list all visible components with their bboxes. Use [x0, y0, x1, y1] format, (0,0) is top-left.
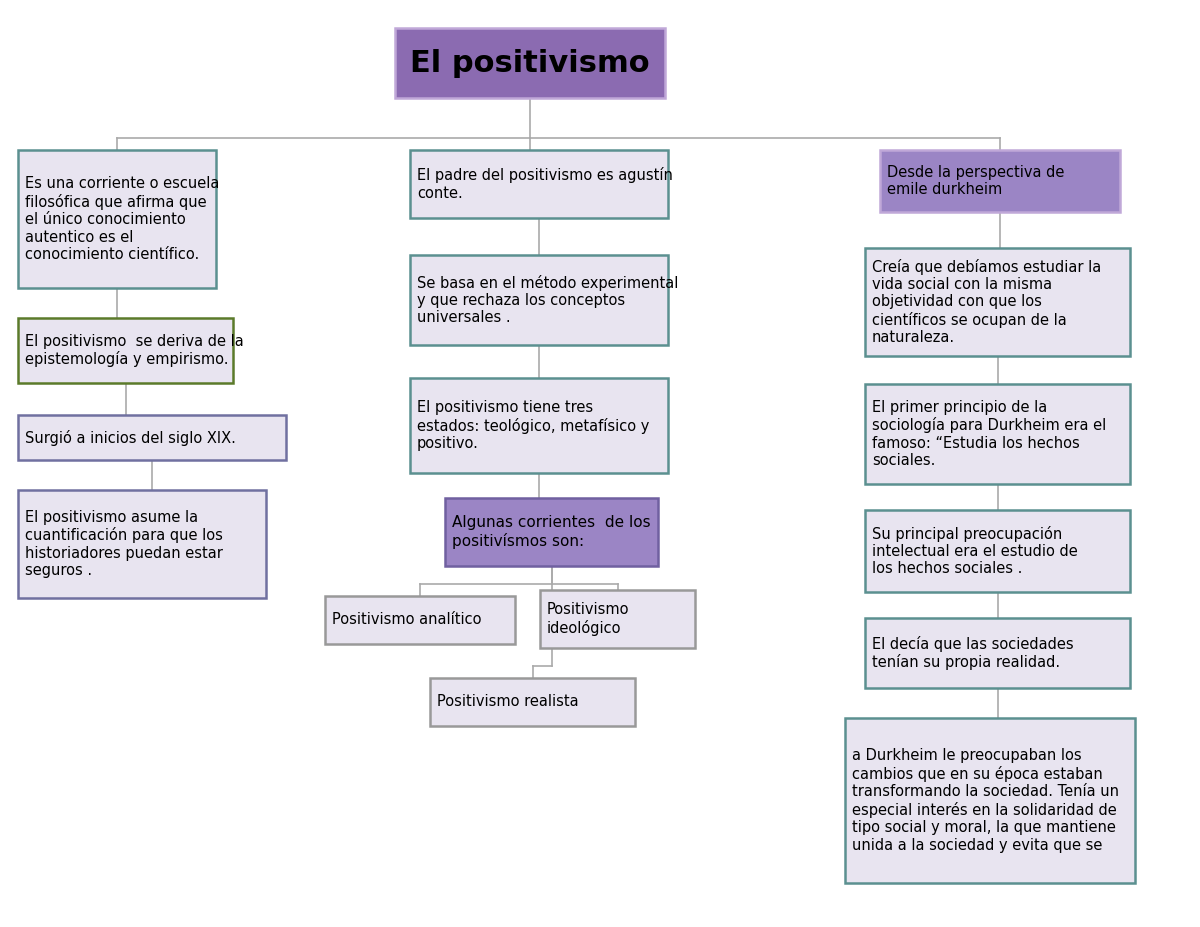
FancyBboxPatch shape — [18, 490, 266, 598]
Text: Creía que debíamos estudiar la
vida social con la misma
objetividad con que los
: Creía que debíamos estudiar la vida soci… — [872, 259, 1102, 346]
FancyBboxPatch shape — [325, 596, 515, 644]
Text: El positivismo  se deriva de la
epistemología y empirismo.: El positivismo se deriva de la epistemol… — [25, 334, 244, 367]
FancyBboxPatch shape — [410, 150, 668, 218]
Text: Algunas corrientes  de los
positivísmos son:: Algunas corrientes de los positivísmos s… — [452, 515, 650, 549]
FancyBboxPatch shape — [865, 248, 1130, 356]
Text: El positivismo asume la
cuantificación para que los
historiadores puedan estar
s: El positivismo asume la cuantificación p… — [25, 510, 223, 578]
FancyBboxPatch shape — [18, 318, 233, 383]
Text: Es una corriente o escuela
filosófica que afirma que
el único conocimiento
auten: Es una corriente o escuela filosófica qu… — [25, 176, 220, 262]
FancyBboxPatch shape — [540, 590, 695, 648]
Text: El decía que las sociedades
tenían su propia realidad.: El decía que las sociedades tenían su pr… — [872, 636, 1074, 670]
Text: Positivismo analítico: Positivismo analítico — [332, 613, 481, 628]
Text: Se basa en el método experimental
y que rechaza los conceptos
universales .: Se basa en el método experimental y que … — [418, 274, 678, 325]
FancyBboxPatch shape — [865, 384, 1130, 484]
FancyBboxPatch shape — [845, 718, 1135, 883]
FancyBboxPatch shape — [18, 150, 216, 288]
FancyBboxPatch shape — [865, 618, 1130, 688]
Text: El primer principio de la
sociología para Durkheim era el
famoso: “Estudia los h: El primer principio de la sociología par… — [872, 400, 1106, 468]
FancyBboxPatch shape — [445, 498, 658, 566]
Text: Positivismo
ideológico: Positivismo ideológico — [547, 603, 630, 636]
Text: Desde la perspectiva de
emile durkheim: Desde la perspectiva de emile durkheim — [887, 165, 1064, 197]
FancyBboxPatch shape — [410, 255, 668, 345]
Text: El padre del positivismo es agustín
conte.: El padre del positivismo es agustín cont… — [418, 167, 673, 201]
Text: Surgió a inicios del siglo XIX.: Surgió a inicios del siglo XIX. — [25, 429, 236, 446]
FancyBboxPatch shape — [410, 378, 668, 473]
FancyBboxPatch shape — [880, 150, 1120, 212]
FancyBboxPatch shape — [18, 415, 286, 460]
Text: El positivismo: El positivismo — [410, 48, 650, 78]
Text: El positivismo tiene tres
estados: teológico, metafísico y
positivo.: El positivismo tiene tres estados: teoló… — [418, 400, 649, 451]
Text: a Durkheim le preocupaban los
cambios que en su época estaban
transformando la s: a Durkheim le preocupaban los cambios qu… — [852, 748, 1120, 853]
FancyBboxPatch shape — [430, 678, 635, 726]
FancyBboxPatch shape — [865, 510, 1130, 592]
FancyBboxPatch shape — [395, 28, 665, 98]
Text: Positivismo realista: Positivismo realista — [437, 694, 578, 709]
Text: Su principal preocupación
intelectual era el estudio de
los hechos sociales .: Su principal preocupación intelectual er… — [872, 526, 1078, 577]
